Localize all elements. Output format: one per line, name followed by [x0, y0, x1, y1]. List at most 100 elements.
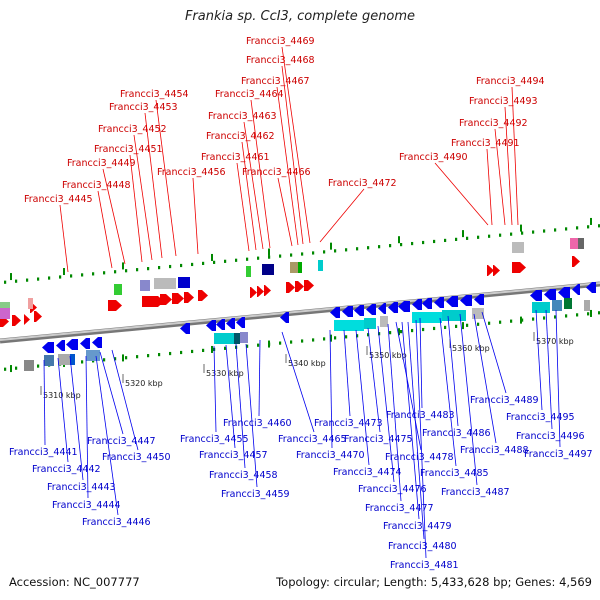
gene-box: [58, 354, 70, 365]
tick-mark: [510, 232, 513, 236]
gene-leader-line: [343, 329, 351, 417]
tick-mark: [279, 254, 282, 258]
gene-arrow-forward: [572, 256, 580, 267]
tick-mark: [290, 340, 293, 344]
gene-arrow-reverse: [180, 323, 190, 334]
scale-label: 5360 kbp: [452, 344, 490, 353]
gene-arrow-reverse: [280, 312, 289, 323]
gene-box: [442, 310, 466, 321]
gene-label-francci3-4459: Francci3_4459: [221, 489, 290, 500]
gene-arrow-reverse: [330, 307, 340, 318]
tick-mark: [246, 257, 249, 261]
tick-mark: [169, 264, 172, 269]
tick-mark: [4, 367, 7, 371]
gene-leader-line: [504, 106, 513, 226]
gene-label-francci3-4474: Francci3_4474: [333, 467, 402, 478]
tick-mark: [48, 276, 51, 280]
gene-leader-line: [415, 319, 427, 559]
tick-mark: [488, 234, 491, 238]
genome-summary-text: Topology: circular; Length: 5,433,628 bp…: [276, 575, 592, 589]
gene-label-francci3-4452: Francci3_4452: [98, 124, 167, 135]
gene-arrow-reverse: [586, 282, 596, 293]
tick-mark: [323, 337, 326, 341]
gene-box: [578, 238, 584, 249]
gene-leader-line: [281, 331, 315, 433]
tick-mark: [180, 350, 183, 355]
tick-mark: [455, 237, 458, 241]
tick-mark: [257, 256, 260, 260]
tick-mark: [59, 275, 62, 279]
gene-arrow-reverse: [42, 342, 54, 353]
gene-leader-line: [407, 321, 425, 540]
gene-leader-line: [447, 315, 459, 427]
tick-mark: [4, 280, 7, 284]
tick-mark: [202, 261, 205, 266]
tick-mark: [330, 242, 332, 250]
tick-mark: [520, 224, 522, 232]
tick-mark: [532, 230, 535, 234]
gene-label-francci3-4446: Francci3_4446: [82, 517, 151, 528]
gene-arrow-reverse: [460, 295, 472, 306]
gene-arrow-forward: [24, 314, 30, 325]
tick-mark: [499, 233, 502, 237]
gene-label-francci3-4449: Francci3_4449: [67, 158, 136, 169]
tick-mark: [103, 358, 106, 362]
tick-mark: [422, 240, 425, 245]
gene-label-francci3-4485: Francci3_4485: [420, 468, 489, 479]
tick-mark: [510, 319, 513, 323]
tick-mark: [37, 277, 40, 281]
tick-mark: [378, 245, 381, 249]
gene-arrow-reverse: [412, 299, 422, 310]
gene-arrow-forward: [160, 294, 172, 305]
genome-backbone-highlight: [0, 282, 600, 341]
tick-mark: [356, 247, 359, 251]
gene-leader-line: [419, 317, 423, 409]
gene-arrow-forward: [487, 265, 494, 276]
gene-leader-line: [236, 162, 250, 252]
gene-label-francci3-4451: Francci3_4451: [94, 144, 163, 155]
gene-label-francci3-4445: Francci3_4445: [24, 194, 93, 205]
gene-label-francci3-4441: Francci3_4441: [9, 447, 78, 458]
gene-leader-line: [192, 177, 199, 255]
gene-leader-line: [235, 343, 246, 469]
gene-arrow-forward: [295, 281, 304, 292]
tick-mark: [191, 262, 194, 267]
gene-leader-line: [511, 86, 519, 226]
tick-mark: [37, 364, 40, 368]
gene-arrow-forward: [108, 300, 122, 311]
tick-mark: [554, 315, 557, 319]
gene-label-francci3-4469: Francci3_4469: [246, 36, 315, 47]
tick-mark: [147, 267, 150, 271]
tick-mark: [268, 340, 270, 348]
gene-leader-line: [281, 65, 304, 245]
tick-mark: [520, 316, 522, 324]
gene-arrow-reverse: [56, 340, 65, 351]
tick-mark: [10, 365, 12, 373]
gene-leader-line: [111, 349, 139, 451]
gene-box: [512, 242, 524, 253]
gene-leader-line: [439, 317, 457, 467]
gene-arrow-forward: [198, 290, 208, 301]
tick-mark: [15, 366, 18, 370]
gene-leader-line: [213, 345, 217, 433]
gene-arrow-forward: [304, 280, 314, 291]
tick-mark: [411, 241, 414, 246]
gene-label-francci3-4457: Francci3_4457: [199, 450, 268, 461]
gene-arrow-reverse: [388, 302, 398, 313]
tick-mark: [587, 225, 590, 229]
tick-mark: [444, 238, 447, 243]
tick-mark: [532, 317, 535, 321]
tick-mark: [543, 316, 546, 320]
gene-arrow-reverse: [398, 301, 410, 312]
tick-mark: [411, 328, 414, 333]
tick-mark: [422, 327, 425, 332]
gene-leader-line: [129, 154, 143, 263]
tick-mark: [92, 272, 95, 276]
gene-leader-line: [95, 355, 119, 516]
gene-box: [532, 302, 550, 313]
gene-arrow-forward: [512, 262, 526, 273]
gene-box: [0, 302, 10, 313]
gene-label-francci3-4442: Francci3_4442: [32, 464, 101, 475]
gene-leader-line: [144, 112, 163, 259]
gene-arrow-reverse: [216, 319, 225, 330]
